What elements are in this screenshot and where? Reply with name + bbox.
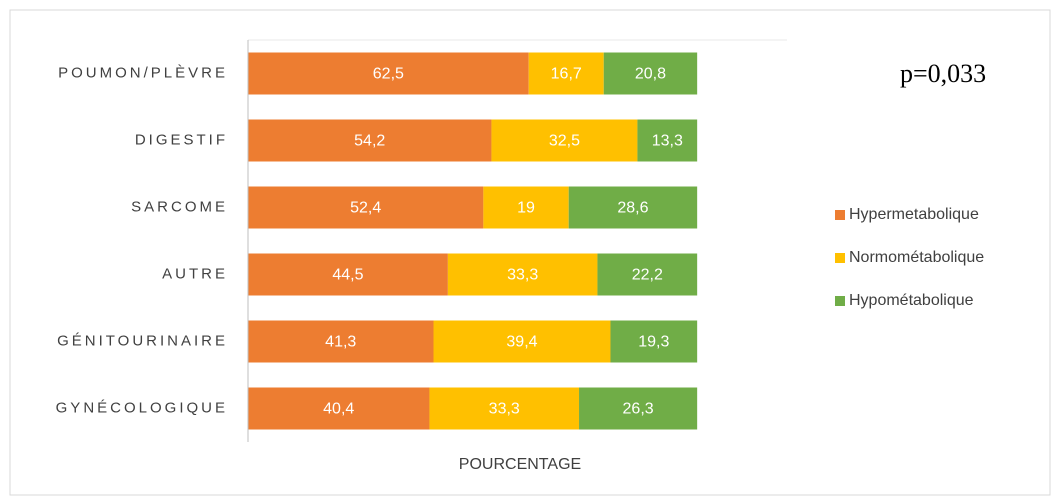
data-label: 22,2 xyxy=(632,267,663,284)
bar-segment xyxy=(483,186,569,229)
data-label: 16,7 xyxy=(551,66,582,83)
annotation: p=0,033 xyxy=(900,59,986,88)
y-tick-label: GYNÉCOLOGIQUE xyxy=(56,399,228,416)
data-label: 33,3 xyxy=(507,267,538,284)
y-tick-label: DIGESTIF xyxy=(135,131,228,148)
data-label: 52,4 xyxy=(350,200,381,217)
bar-segment xyxy=(248,387,430,430)
data-label: 20,8 xyxy=(635,66,666,83)
x-axis-label: POURCENTAGE xyxy=(459,456,581,473)
data-label: 33,3 xyxy=(489,401,520,418)
data-label: 32,5 xyxy=(549,133,580,150)
y-tick-label: AUTRE xyxy=(162,265,228,282)
bar-segment xyxy=(491,119,638,162)
data-label: 54,2 xyxy=(354,133,385,150)
bar-segment xyxy=(248,52,529,95)
bar-segment xyxy=(248,253,448,296)
bar-segment xyxy=(528,52,604,95)
y-tick-label: SARCOME xyxy=(131,198,228,215)
data-label: 41,3 xyxy=(325,334,356,351)
legend-swatch xyxy=(835,296,845,306)
data-label: 19 xyxy=(517,200,535,217)
data-label: 26,3 xyxy=(623,401,654,418)
y-tick-label: GÉNITOURINAIRE xyxy=(57,332,228,349)
bar-segment xyxy=(637,119,698,162)
bar-segment xyxy=(603,52,698,95)
bar-segment xyxy=(433,320,611,363)
data-label: 28,6 xyxy=(617,200,648,217)
bar-segment xyxy=(568,186,698,229)
data-label: 13,3 xyxy=(652,133,683,150)
bar-segment xyxy=(447,253,598,296)
y-tick-label: POUMON/PLÈVRE xyxy=(58,64,228,81)
bar-segment xyxy=(248,320,434,363)
bar-segment xyxy=(429,387,580,430)
legend-label: Hypermetabolique xyxy=(849,206,979,223)
data-label: 19,3 xyxy=(638,334,669,351)
legend-swatch xyxy=(835,253,845,263)
data-label: 62,5 xyxy=(373,66,404,83)
bar-segment xyxy=(610,320,698,363)
data-label: 39,4 xyxy=(506,334,537,351)
legend-swatch xyxy=(835,210,845,220)
bar-segment xyxy=(579,387,698,430)
bar-segment xyxy=(248,186,484,229)
data-label: 40,4 xyxy=(323,401,354,418)
legend-label: Normométabolique xyxy=(849,249,984,266)
data-label: 44,5 xyxy=(332,267,363,284)
legend-label: Hypométabolique xyxy=(849,292,974,309)
bar-segment xyxy=(248,119,492,162)
bar-segment xyxy=(597,253,698,296)
